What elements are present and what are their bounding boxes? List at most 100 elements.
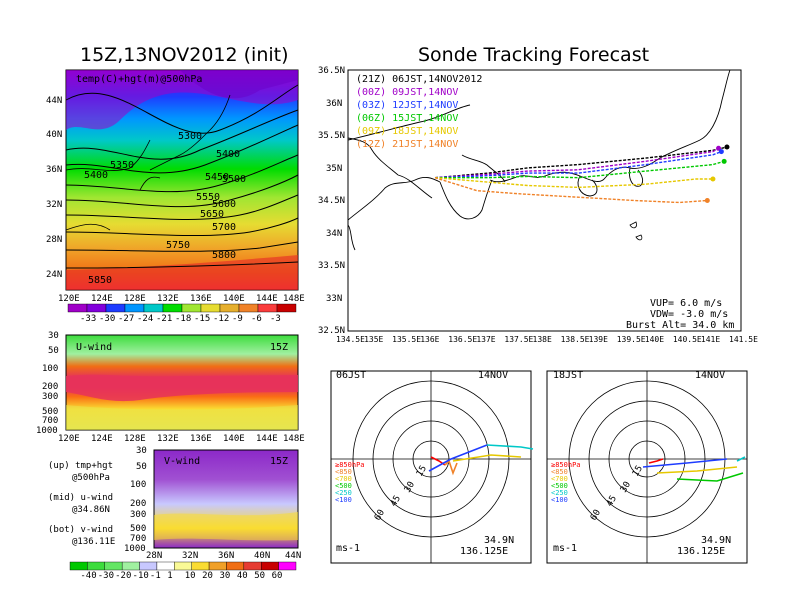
- track-line: [434, 150, 722, 179]
- lat-label: 32N: [46, 200, 62, 210]
- track-endpoint: [716, 145, 722, 151]
- hodo-ring-label: 15: [631, 464, 645, 478]
- hodo-time: 06JST: [336, 370, 366, 381]
- u-wind-panel: [65, 334, 299, 431]
- colorbar-swatch: [86, 303, 107, 313]
- hodo-trace: [452, 454, 522, 462]
- track-line: [434, 177, 708, 204]
- hodo-trace: [642, 458, 728, 468]
- hodo-trace: [676, 472, 744, 482]
- pressure-label: 200: [130, 499, 146, 509]
- colorbar-label: 10: [185, 571, 196, 581]
- lon-label: 139E: [589, 335, 608, 344]
- lon-label: 140E: [645, 335, 664, 344]
- colorbar-label: -40: [80, 571, 96, 581]
- track-endpoint: [704, 198, 710, 203]
- hodo-legend-item: <100: [551, 496, 568, 504]
- colorbar-swatch: [200, 303, 221, 313]
- v-wind-label: V-wind: [164, 456, 200, 467]
- colorbar-label: -15: [194, 314, 210, 324]
- lat-label: 36N: [46, 165, 62, 175]
- colorbar-label: 50: [254, 571, 265, 581]
- colorbar-swatch: [156, 561, 175, 571]
- hodo-unit: ms-1: [336, 543, 360, 554]
- note-line: @136.11E: [72, 537, 115, 547]
- lon-label: 135.5E: [392, 335, 421, 344]
- colorbar-label: -9: [232, 314, 243, 324]
- lat-label: 44N: [285, 551, 301, 561]
- hodo-legend-item: <700: [335, 475, 352, 483]
- track-endpoint: [710, 176, 716, 182]
- pressure-label: 1000: [36, 426, 58, 436]
- lon-label: 136E: [190, 434, 212, 444]
- tracking-lat-labels: 36.5N 36N 35.5N 35N 34.5N 34N 33.5N 33N …: [318, 66, 345, 336]
- lon-label: 140E: [223, 434, 245, 444]
- lon-label: 141.5E: [729, 335, 758, 344]
- pressure-label: 700: [130, 534, 146, 544]
- u-wind-lon-labels: 120E 124E 128E 132E 136E 140E 144E 148E: [58, 434, 305, 444]
- colorbar-label: 30: [219, 571, 230, 581]
- track-line: [434, 147, 719, 179]
- v-wind-panel: [153, 449, 299, 549]
- hodo-ring-label: 60: [589, 508, 603, 522]
- contour-label: 5600: [212, 199, 236, 210]
- param-line: VUP= 6.0 m/s: [650, 298, 722, 309]
- contour-label: 5750: [166, 240, 190, 251]
- colorbar-label: -18: [175, 314, 191, 324]
- v-wind-pressure-labels: 30 50 100 200 300 500 700 1000: [124, 446, 147, 554]
- colorbar-swatch: [226, 561, 245, 571]
- hodo-trace: [736, 456, 746, 462]
- lon-label: 148E: [283, 434, 305, 444]
- lon-label: 128E: [124, 434, 146, 444]
- hodo-legend-item: <700: [551, 475, 568, 483]
- lon-label: 120E: [58, 294, 80, 304]
- param-line: VDW= -3.0 m/s: [650, 309, 728, 320]
- colorbar-label: 60: [272, 571, 283, 581]
- note-line: @500hPa: [72, 473, 110, 483]
- hodo-legend-item: <100: [335, 496, 352, 504]
- track-series: [434, 144, 730, 204]
- colorbar-label: -12: [213, 314, 229, 324]
- pressure-label: 50: [136, 462, 147, 472]
- hodo-lat: 34.9N: [701, 535, 731, 546]
- tracking-map: [347, 69, 742, 332]
- lat-label: 24N: [46, 270, 62, 280]
- lon-label: 132E: [157, 294, 179, 304]
- pressure-label: 1000: [124, 544, 146, 554]
- legend-item: (06Z) 15JST,14NOV: [356, 113, 458, 124]
- pressure-label: 500: [42, 407, 58, 417]
- hodo-ring-label: 30: [619, 480, 633, 494]
- track-endpoint: [724, 144, 730, 150]
- temp-lon-labels: 120E 124E 128E 132E 136E 140E 144E 148E: [58, 294, 305, 304]
- colorbar-label: -20: [115, 571, 131, 581]
- colorbar-swatch: [105, 303, 126, 313]
- colorbar-label: 20: [202, 571, 213, 581]
- pressure-label: 100: [130, 480, 146, 490]
- hodo-unit: ms-1: [553, 543, 577, 554]
- note-line: @34.86N: [72, 505, 110, 515]
- hodo-legend-item: <500: [335, 482, 352, 490]
- lat-label: 44N: [46, 96, 62, 106]
- note-line: (up) tmp+hgt: [48, 461, 113, 471]
- lon-label: 136E: [190, 294, 212, 304]
- hodo-date: 14NOV: [478, 370, 508, 381]
- legend-item: (21Z) 06JST,14NOV2012: [356, 74, 482, 85]
- lat-label: 35N: [326, 164, 342, 174]
- colorbar-label: -1: [150, 571, 161, 581]
- hodo-time: 18JST: [553, 370, 583, 381]
- lat-label: 33.5N: [318, 261, 345, 271]
- lon-label: 135E: [364, 335, 383, 344]
- pressure-label: 30: [48, 331, 59, 341]
- lat-label: 28N: [46, 235, 62, 245]
- u-wind-pressure-labels: 30 50 100 200 300 500 700 1000: [36, 331, 59, 436]
- lon-label: 138E: [533, 335, 552, 344]
- u-wind-time: 15Z: [270, 342, 288, 353]
- lon-label: 144E: [256, 434, 278, 444]
- colorbar-swatch: [261, 561, 279, 571]
- lat-label: 40N: [254, 551, 270, 561]
- lon-label: 136E: [420, 335, 439, 344]
- pressure-label: 100: [42, 364, 58, 374]
- pressure-label: 50: [48, 346, 59, 356]
